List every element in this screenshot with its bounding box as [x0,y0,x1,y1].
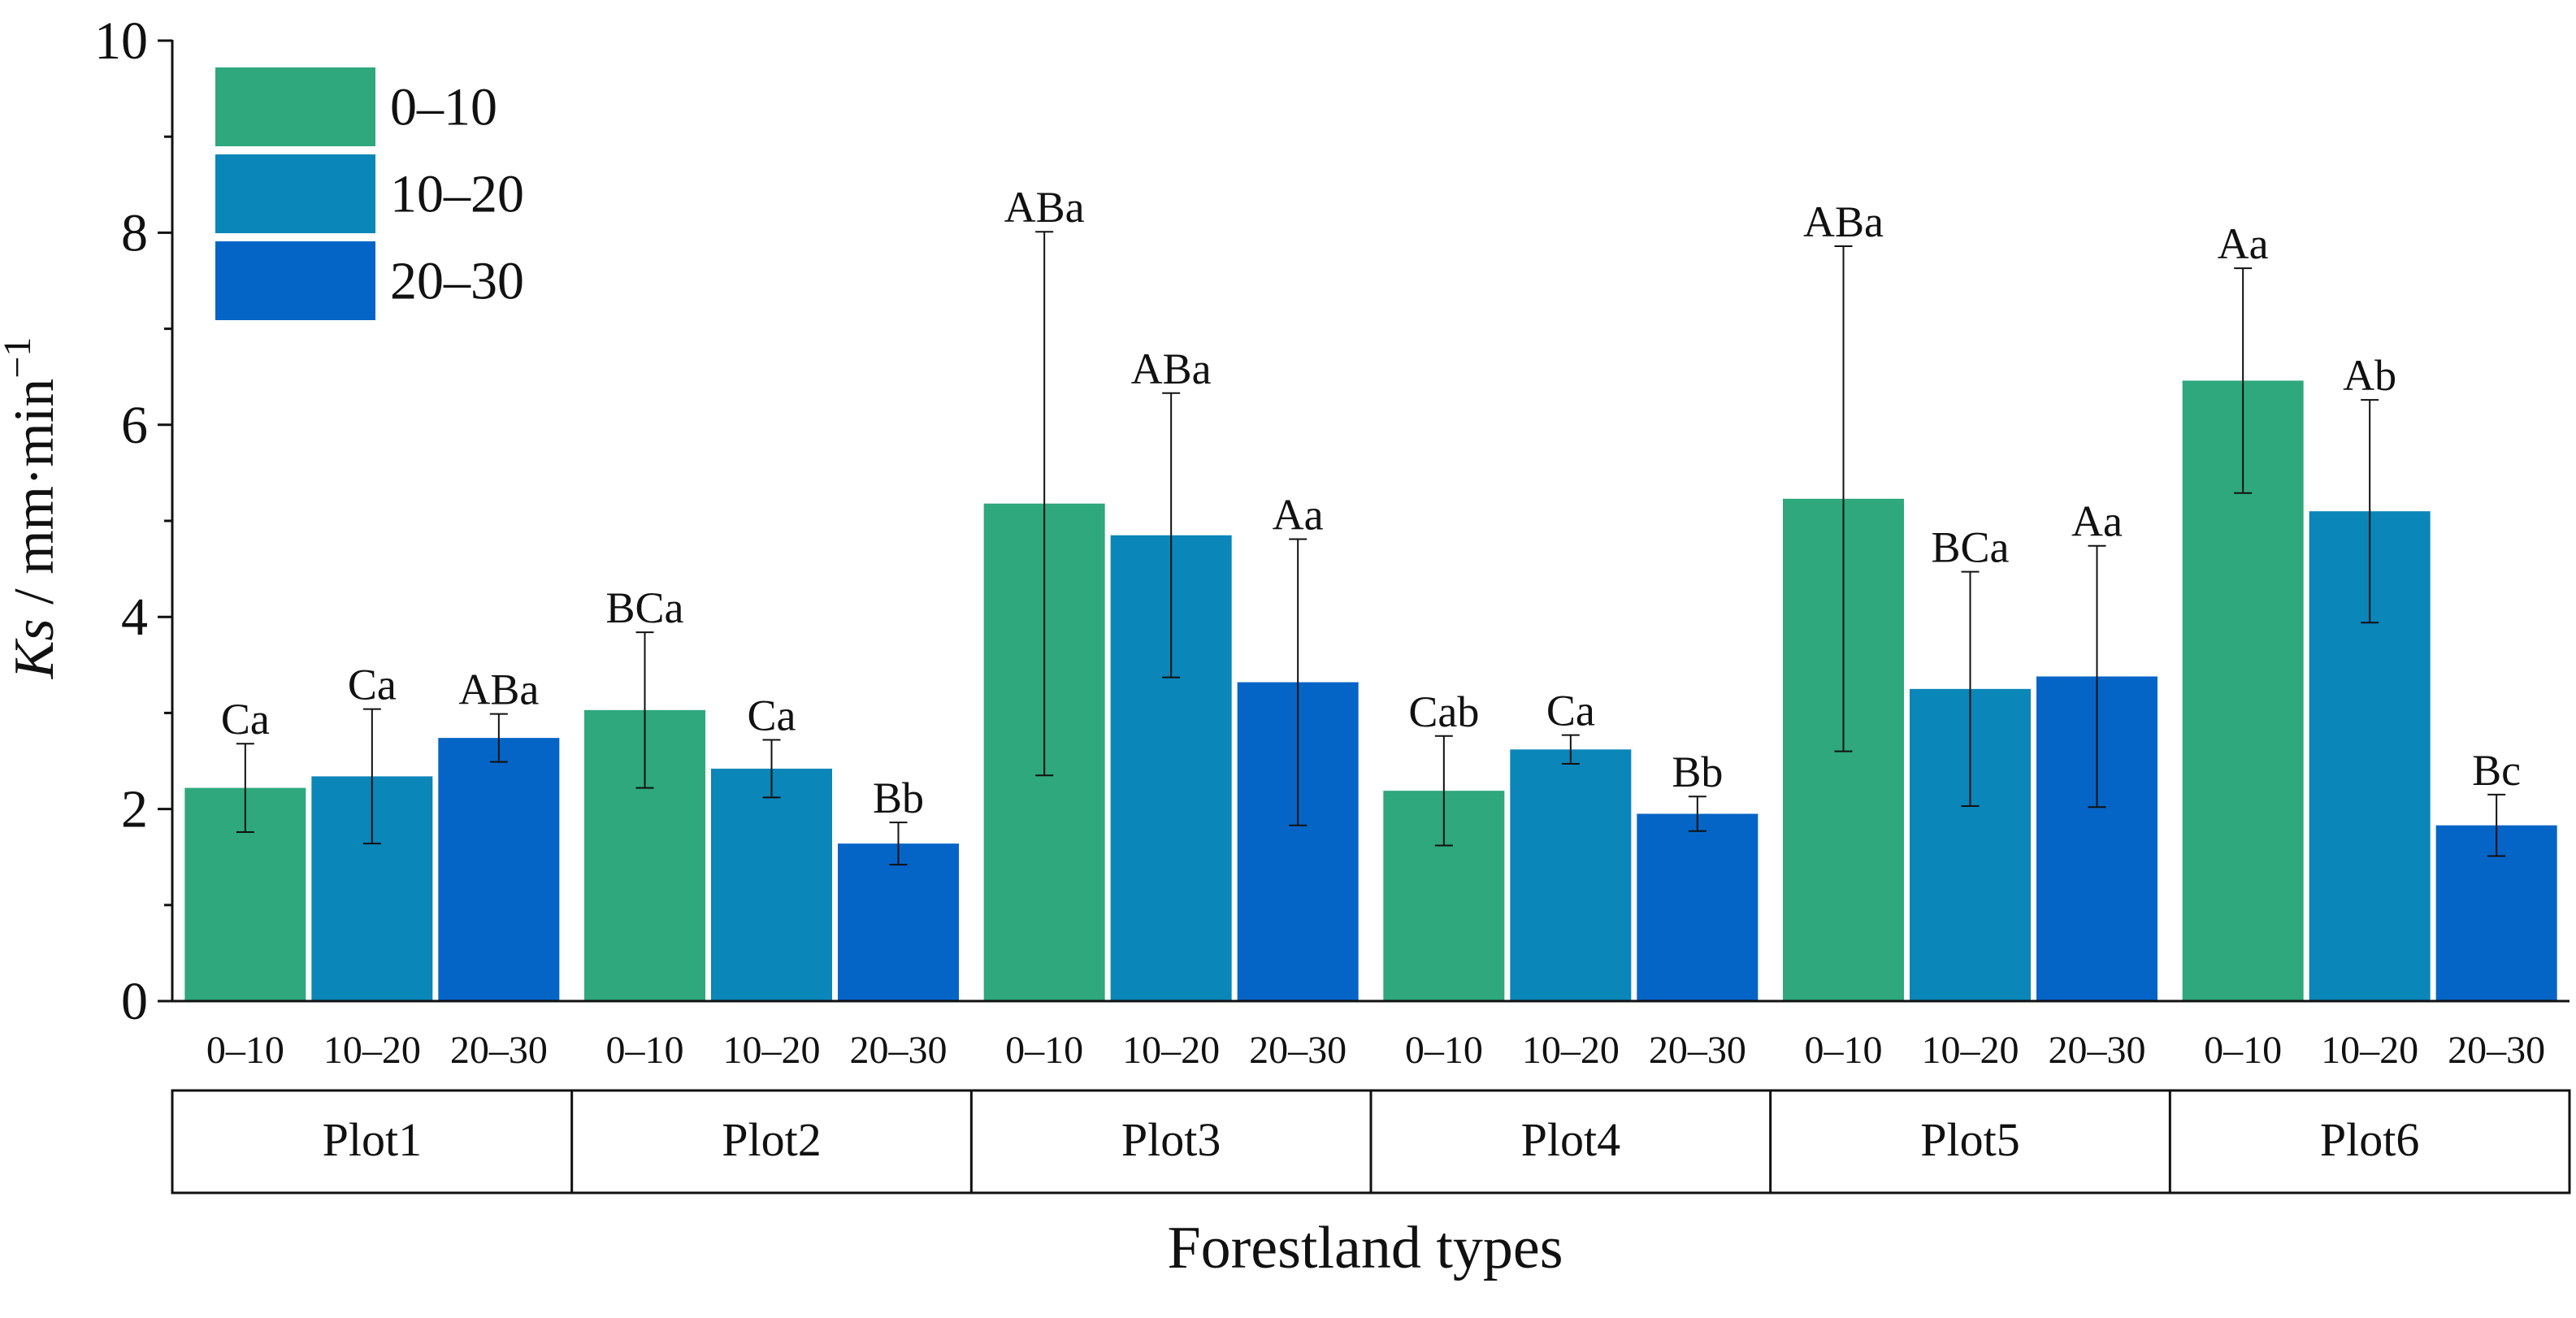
depth-tick-label: 20–30 [2448,1029,2545,1072]
depth-tick-label: 10–20 [1122,1029,1220,1072]
plot-label-plot4: Plot4 [1521,1113,1621,1166]
significance-letters-layer: Ca BCa ABa Cab ABa Aa Ca Ca ABa Ca BCa Ab ABa Bb Aa Bb A… [221,183,2521,822]
depth-tick-label: 10–20 [2321,1029,2418,1072]
plot-label-plot3: Plot3 [1121,1113,1221,1166]
significance-letter: Ca [748,691,796,739]
significance-letter: Bc [2472,746,2521,795]
depth-tick-label: 0–10 [1805,1029,1883,1072]
depth-tick-label: 20–30 [1249,1029,1347,1072]
significance-letter: BCa [605,583,683,632]
significance-letter: Ca [1546,687,1595,735]
depth-tick-label: 20–30 [1649,1029,1746,1072]
significance-letter: Bb [873,774,924,822]
legend-swatch-depth-1 [215,67,375,146]
y-ticks-layer: 0 2 4 6 8 10 [94,11,172,1031]
significance-letter: Ab [2343,351,2396,400]
depth-tick-label: 10–20 [1522,1029,1620,1072]
plot-label-plot1: Plot1 [323,1113,423,1166]
y-tick-label: 6 [121,396,148,455]
significance-letter: ABa [458,666,539,714]
depth-tick-label: 20–30 [2049,1029,2146,1072]
significance-letter: Bb [1672,748,1723,796]
depth-tick-label: 10–20 [323,1029,421,1072]
depth-tick-label: 0–10 [2204,1029,2282,1072]
legend-label-depth-3: 20–30 [390,252,524,311]
significance-letter: Aa [2071,497,2123,546]
significance-letter: Aa [1273,490,1324,539]
bar-plot4-depth-3 [1637,813,1759,1001]
significance-letter: Ca [348,661,397,709]
significance-letter: Ca [221,695,270,744]
depth-tick-label: 20–30 [850,1029,948,1072]
x-axis-label: Forestland types [1167,1215,1563,1281]
depth-tick-label: 0–10 [1405,1029,1483,1072]
legend-label-depth-2: 10–20 [390,165,524,224]
plot-label-plot5: Plot5 [1920,1113,2020,1166]
plot-label-plot6: Plot6 [2320,1113,2420,1166]
bars-layer [184,380,2557,1002]
legend-swatch-depth-2 [215,154,375,233]
depth-tick-label: 0–10 [206,1029,284,1072]
significance-letter: ABa [1004,183,1085,232]
y-tick-label: 0 [121,972,148,1031]
bar-plot1-depth-3 [438,738,560,1001]
legend-swatch-depth-3 [215,241,375,320]
legend: 0–10 10–20 20–30 [215,67,524,320]
significance-letter: Cab [1408,687,1479,736]
depth-tick-label: 20–30 [450,1029,548,1072]
depth-ticks-layer: 0–10 10–20 20–30 0–10 10–20 20–30 0–10 10–20 20–… [206,1029,2545,1072]
bar-plot4-depth-2 [1510,749,1632,1001]
plot-label-plot2: Plot2 [722,1113,822,1166]
depth-tick-label: 10–20 [723,1029,821,1072]
y-tick-label: 8 [121,203,148,262]
y-tick-label: 4 [121,587,148,647]
y-tick-label: 10 [94,11,148,71]
significance-letter: BCa [1931,523,2009,572]
y-tick-label: 2 [121,780,148,839]
legend-label-depth-1: 0–10 [390,78,497,137]
depth-tick-label: 10–20 [1922,1029,2019,1072]
error-bars-layer [236,231,2506,866]
depth-tick-label: 0–10 [1005,1029,1083,1072]
significance-letter: ABa [1131,345,1212,393]
significance-letter: ABa [1803,197,1884,246]
significance-letter: Aa [2218,219,2269,268]
y-axis-label: Ks / mm·min−1 [0,337,66,680]
depth-tick-label: 0–10 [606,1029,684,1072]
bar-plot2-depth-3 [838,843,959,1001]
plot-boxes-layer: Plot1 Plot2 Plot3 Plot4 Plot5 Plot6 [171,1089,2571,1194]
bar-plot2-depth-2 [711,768,832,1001]
